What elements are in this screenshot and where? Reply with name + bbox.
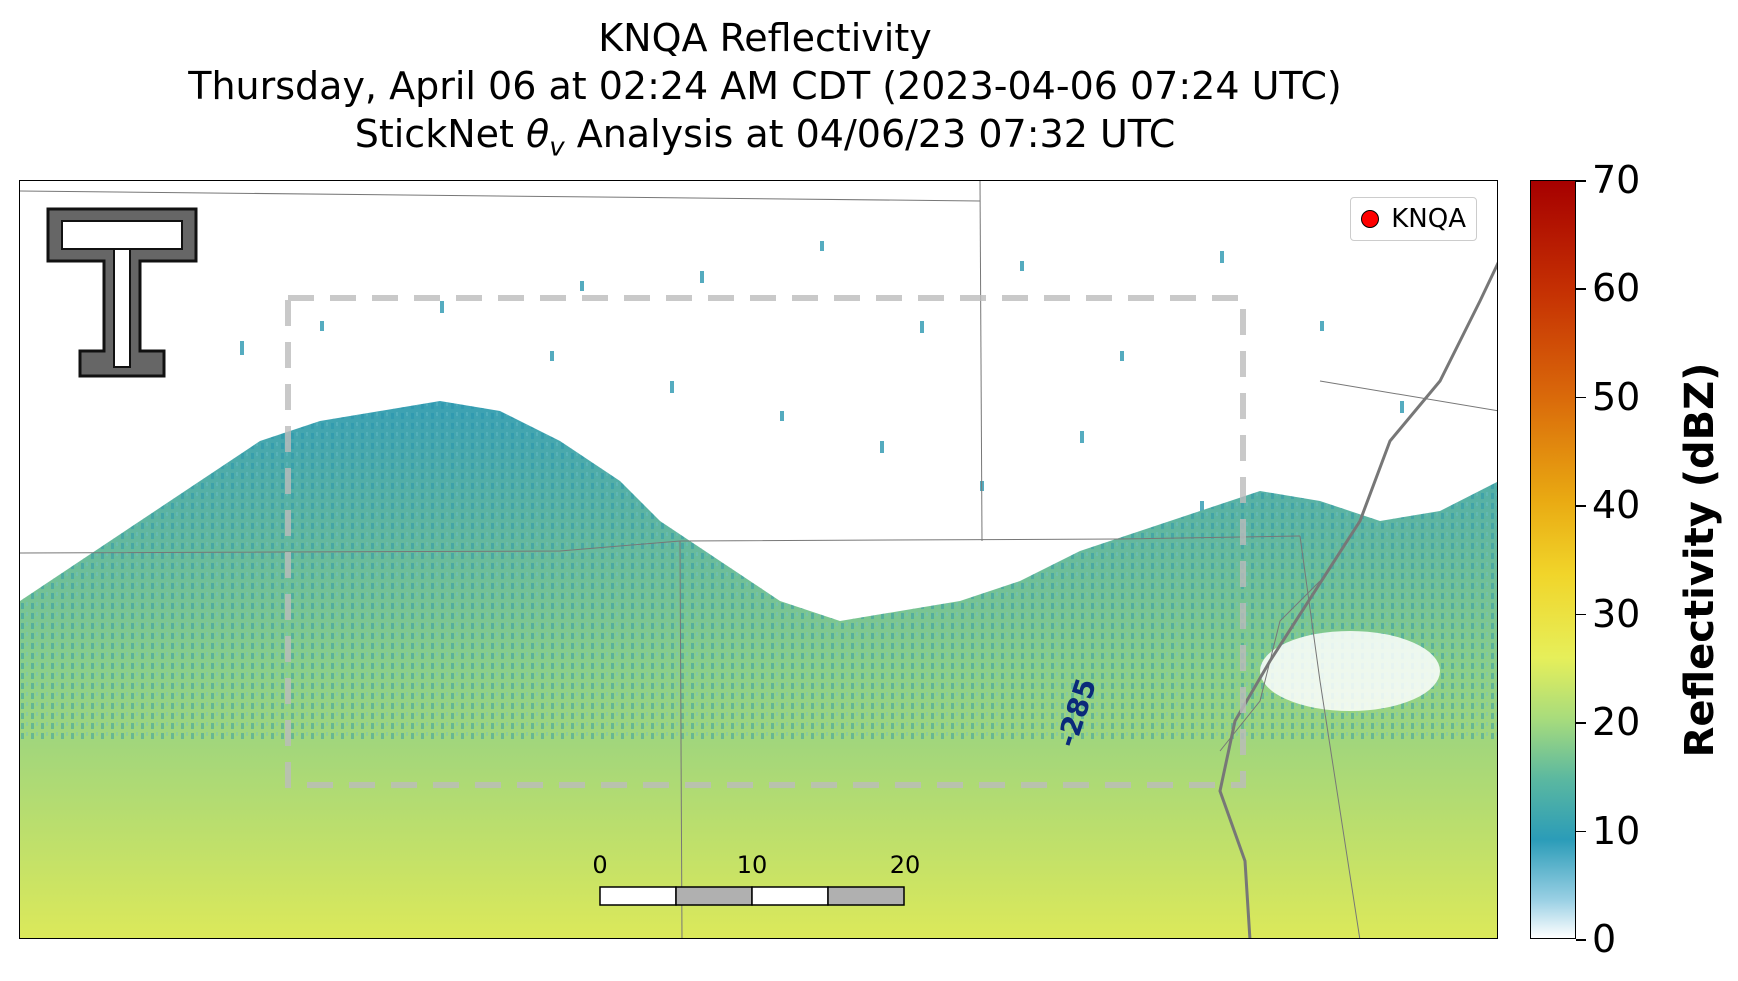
county-lines	[20, 181, 1497, 938]
colorbar-title: Reflectivity (dBZ)	[1677, 362, 1723, 758]
colorbar-tick-mark	[1576, 613, 1586, 616]
colorbar	[1530, 180, 1576, 939]
map-legend: KNQA	[1350, 197, 1477, 241]
scale-tick-0: 0	[592, 851, 608, 879]
texas-tech-logo-icon	[40, 201, 205, 390]
scale-tick-10: 10	[736, 851, 768, 879]
title-line-3: StickNet θv Analysis at 04/06/23 07:32 U…	[0, 112, 1530, 170]
colorbar-tick-mark	[1576, 288, 1586, 291]
colorbar-tick-label: 20	[1592, 700, 1641, 745]
scale-bar-graphic	[599, 886, 905, 906]
colorbar-tick-label: 60	[1592, 266, 1641, 311]
colorbar-tick-label: 10	[1592, 808, 1641, 853]
legend-label: KNQA	[1391, 204, 1466, 234]
radar-map-panel[interactable]: KNQA -285 0 10 20 km	[19, 180, 1498, 939]
colorbar-tick-mark	[1576, 830, 1586, 833]
colorbar-tick-label: 30	[1592, 591, 1641, 636]
title-line-1: KNQA Reflectivity	[598, 16, 932, 60]
colorbar-tick-mark	[1576, 939, 1586, 941]
colorbar-tick-mark	[1576, 180, 1586, 182]
radar-map	[20, 181, 1497, 938]
title-line-3-text: StickNet θv Analysis at 04/06/23 07:32 U…	[354, 112, 1176, 163]
title-line-2: Thursday, April 06 at 02:24 AM CDT (2023…	[188, 64, 1342, 108]
colorbar-tick-label: 70	[1592, 158, 1641, 202]
colorbar-tick-mark	[1576, 722, 1586, 724]
scale-tick-20: 20	[889, 851, 921, 879]
reflectivity-texture	[20, 401, 1497, 741]
knqa-marker-icon	[1361, 210, 1380, 228]
colorbar-tick-label: 50	[1592, 374, 1641, 419]
colorbar-tick-label: 0	[1592, 917, 1617, 961]
colorbar-tick-mark	[1576, 505, 1586, 507]
colorbar-tick-mark	[1576, 396, 1586, 399]
river-line	[1218, 261, 1497, 938]
analysis-domain-box	[285, 295, 1246, 788]
colorbar-tick-label: 40	[1592, 483, 1641, 528]
no-echo-region	[1260, 631, 1440, 711]
